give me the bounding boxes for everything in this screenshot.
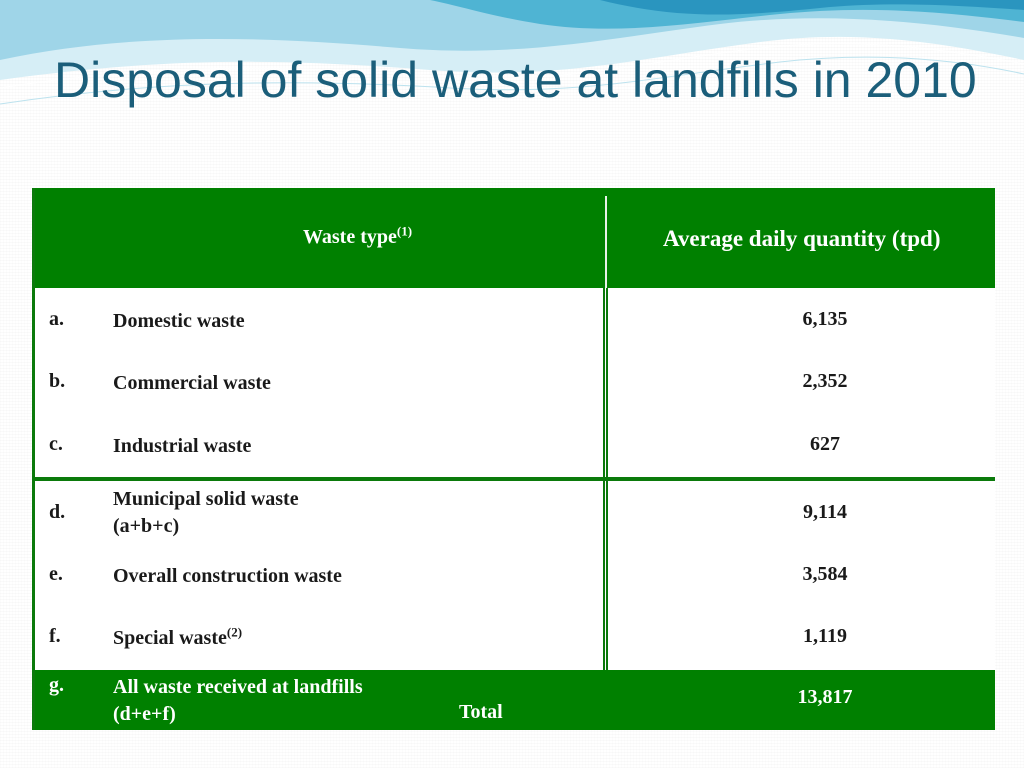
header-divider (605, 196, 607, 288)
row-letter: e. (49, 563, 63, 585)
footnote-marker: (2) (226, 624, 243, 640)
row-label: Domestic waste (113, 310, 245, 332)
row-label: Special waste(2) (113, 625, 242, 652)
row-label: Overall construction waste (113, 565, 342, 587)
row-value: 1,119 (803, 625, 847, 647)
row-letter: d. (49, 501, 66, 523)
waste-table: Waste type(1) Average daily quantity (tp… (32, 188, 995, 730)
total-label-line1: All waste received at landfills (113, 676, 363, 698)
row-label: Commercial waste (113, 372, 271, 394)
total-label: All waste received at landfills (d+e+f) (113, 674, 363, 728)
total-value: 13,817 (797, 686, 853, 708)
row-label-line1: Municipal solid waste (113, 488, 299, 510)
total-row: g. All waste received at landfills (d+e+f… (35, 670, 995, 730)
row-value: 9,114 (803, 501, 847, 523)
row-letter: b. (49, 370, 66, 392)
row-value: 6,135 (802, 308, 848, 330)
footnote-marker: (1) (396, 223, 413, 239)
total-label-line2: (d+e+f) (113, 703, 176, 725)
row-value: 627 (810, 433, 840, 455)
row-label: Municipal solid waste (a+b+c) (113, 486, 299, 540)
row-letter: f. (49, 625, 61, 647)
row-label-text: Special waste (113, 627, 227, 649)
row-label-line2: (a+b+c) (113, 515, 180, 537)
header-waste-type-label: Waste type (303, 226, 397, 248)
row-letter: g. (49, 674, 64, 696)
header-quantity: Average daily quantity (tpd) (663, 226, 941, 251)
table-header: Waste type(1) Average daily quantity (tp… (35, 188, 995, 288)
row-letter: a. (49, 308, 64, 330)
slide-title: Disposal of solid waste at landfills in … (54, 52, 977, 108)
total-row-rule (85, 667, 595, 669)
total-caption: Total (459, 701, 503, 723)
row-letter: c. (49, 433, 63, 455)
row-separator (35, 477, 995, 481)
row-value: 3,584 (802, 563, 848, 585)
header-waste-type: Waste type(1) (303, 223, 413, 249)
decorative-wave (0, 0, 1024, 105)
row-label: Industrial waste (113, 435, 252, 457)
row-value: 2,352 (802, 370, 848, 392)
